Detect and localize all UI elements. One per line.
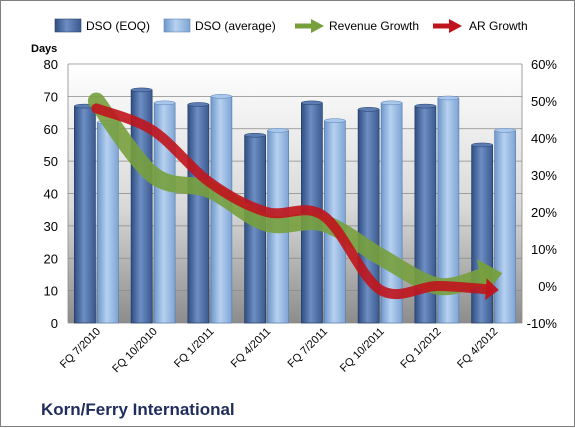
legend-label-dso-eoq: DSO (EOQ): [86, 19, 150, 33]
legend-swatch-dso-average: [163, 18, 191, 33]
y-tick-label: 0: [51, 316, 58, 331]
x-tick-label: FQ 10/2011: [338, 326, 387, 375]
y-tick-label: 20: [44, 251, 58, 266]
x-tick-label: FQ 4/2011: [229, 326, 274, 371]
y-tick-label: 70: [44, 89, 58, 104]
y2-axis-ticks: -10% 0% 10% 20% 30% 40% 50% 60%: [527, 57, 558, 331]
y2-tick-label: 0%: [538, 279, 557, 294]
bar-dso-eoq: [74, 103, 96, 324]
y2-tick-label: 40%: [531, 131, 557, 146]
bar-dso-average: [494, 128, 516, 324]
y2-tick-label: 10%: [531, 242, 557, 257]
x-tick-label: FQ 1/2012: [398, 326, 443, 371]
y-tick-label: 60: [44, 122, 58, 137]
legend: DSO (EOQ) DSO (average) Revenue Growth A…: [54, 18, 528, 33]
y-tick-label: 50: [44, 154, 58, 169]
x-tick-label: FQ 4/2012: [455, 326, 500, 371]
y-tick-label: 10: [44, 284, 58, 299]
bar-dso-eoq: [414, 103, 437, 324]
bar-dso-average: [437, 95, 460, 324]
bar-dso-average: [210, 94, 233, 324]
growth-arrows: [87, 92, 503, 301]
y2-tick-label: 50%: [531, 94, 557, 109]
y-axis-ticks: 0 10 20 30 40 50 60 70 80: [44, 57, 58, 331]
x-tick-label: FQ 7/2010: [58, 326, 103, 371]
x-tick-label: FQ 1/2011: [172, 326, 217, 371]
y2-tick-label: 60%: [531, 57, 557, 72]
legend-arrow-revenue-growth: [295, 19, 324, 33]
arrow-ar-growth: [91, 103, 499, 301]
y-tick-label: 40: [44, 187, 58, 202]
y2-tick-label: 30%: [531, 168, 557, 183]
bar-dso-average: [97, 120, 119, 324]
y2-tick-label: -10%: [527, 316, 558, 331]
x-tick-label: FQ 10/2010: [110, 326, 160, 376]
y2-tick-label: 20%: [531, 205, 557, 220]
legend-swatch-dso-eoq: [54, 18, 82, 33]
chart-title: Korn/Ferry International: [41, 400, 235, 419]
y-tick-label: 30: [44, 219, 58, 234]
legend-label-revenue-growth: Revenue Growth: [329, 19, 419, 33]
x-tick-label: FQ 7/2011: [285, 326, 330, 371]
legend-label-dso-average: DSO (average): [195, 19, 276, 33]
legend-label-ar-growth: AR Growth: [469, 19, 528, 33]
legend-arrow-ar-growth: [433, 19, 462, 33]
bar-dso-eoq: [244, 132, 266, 324]
x-axis-ticks: FQ 7/2010 FQ 10/2010 FQ 1/2011 FQ 4/2011 FQ …: [58, 326, 500, 376]
bar-dso-eoq: [187, 102, 210, 324]
y-tick-label: 80: [44, 57, 58, 72]
bar-dso-average: [153, 100, 176, 324]
bars: [74, 87, 516, 324]
y-axis-title: Days: [31, 43, 57, 55]
